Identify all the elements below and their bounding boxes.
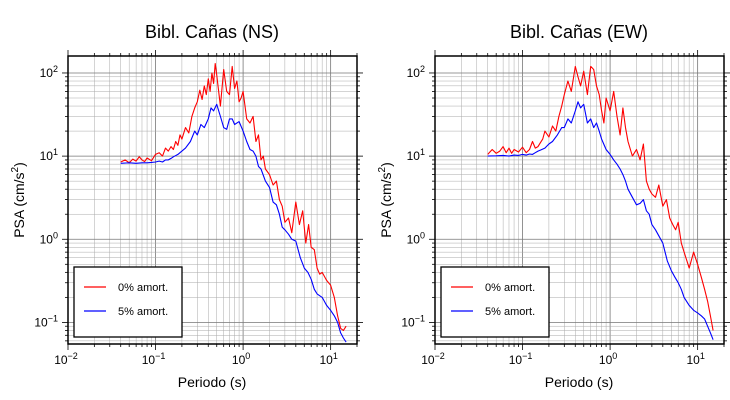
y-tick-label-1: 100 — [407, 230, 425, 246]
chart-ew: Bibl. Cañas (EW) 10−2 10−1 100 10110−110010… — [377, 22, 730, 390]
x-tick-label-base: 10 — [319, 353, 333, 367]
x-axis-label: Periodo (s) — [545, 374, 613, 390]
x-tick-label-exp: 0 — [245, 351, 250, 361]
x-tick-label-0: 10−2 — [421, 351, 445, 367]
x-tick-label-exp: −1 — [522, 351, 532, 361]
legend: 0% amort. 5% amort. — [73, 266, 183, 338]
x-tick-label-2: 100 — [232, 351, 250, 367]
x-tick-label-exp: −2 — [68, 351, 78, 361]
plot-frame — [434, 55, 725, 345]
y-tick-label-base: 10 — [40, 66, 54, 80]
grid — [67, 56, 358, 344]
x-tick-label-1: 10−1 — [142, 351, 166, 367]
y-axis-label-sup: 2 — [377, 166, 388, 172]
x-tick-label-3: 101 — [319, 351, 337, 367]
x-tick-label-1: 10−1 — [509, 351, 533, 367]
y-axis-label-main: PSA (cm/s — [378, 172, 394, 237]
legend-label-0: 0% amort. — [118, 282, 168, 294]
y-tick-label-1: 100 — [40, 230, 58, 246]
ticks — [429, 50, 730, 350]
legend: 0% amort. 5% amort. — [440, 266, 550, 338]
y-tick-label-2: 101 — [40, 147, 58, 163]
y-tick-label-exp: 0 — [420, 230, 425, 240]
series-line-0 — [487, 65, 714, 331]
y-tick-label-3: 102 — [407, 64, 425, 80]
x-tick-label-exp: −2 — [435, 351, 445, 361]
ticks — [62, 50, 363, 350]
y-tick-label-3: 102 — [40, 64, 58, 80]
y-axis-label: PSA (cm/s2) — [10, 162, 27, 238]
y-tick-label-base: 10 — [401, 315, 415, 329]
chart-ns: Bibl. Cañas (NS) 10−2 10−1 100 10110−110010… — [10, 22, 363, 390]
x-tick-label-base: 10 — [54, 353, 68, 367]
x-axis-label: Periodo (s) — [178, 374, 246, 390]
legend-label-0: 0% amort. — [485, 282, 535, 294]
series-group — [487, 65, 714, 340]
series-group — [120, 62, 347, 343]
series-line-1 — [120, 103, 347, 343]
x-tick-label-base: 10 — [509, 353, 523, 367]
y-axis-label-end: ) — [378, 162, 394, 167]
x-tick-label-exp: 1 — [700, 351, 705, 361]
legend-box — [73, 266, 183, 338]
legend-box — [440, 266, 550, 338]
series-line-1 — [487, 101, 714, 340]
legend-label-1: 5% amort. — [485, 306, 535, 318]
chart-title: Bibl. Cañas (NS) — [145, 22, 279, 42]
y-tick-label-exp: −1 — [415, 313, 425, 323]
y-axis-label: PSA (cm/s2) — [377, 162, 394, 238]
x-tick-label-base: 10 — [686, 353, 700, 367]
x-tick-label-base: 10 — [421, 353, 435, 367]
y-tick-label-exp: 1 — [53, 147, 58, 157]
y-tick-label-exp: 2 — [53, 64, 58, 74]
y-axis-label-sup: 2 — [10, 166, 21, 172]
y-axis-label-end: ) — [11, 162, 27, 167]
x-tick-label-exp: −1 — [155, 351, 165, 361]
plot-frame — [67, 55, 358, 345]
y-tick-label-exp: 0 — [53, 230, 58, 240]
y-axis-label-main: PSA (cm/s — [11, 172, 27, 237]
y-tick-label-base: 10 — [407, 232, 421, 246]
x-tick-label-base: 10 — [599, 353, 613, 367]
y-tick-label-0: 10−1 — [401, 313, 425, 329]
x-tick-label-base: 10 — [232, 353, 246, 367]
y-tick-label-base: 10 — [40, 232, 54, 246]
x-tick-label-exp: 0 — [612, 351, 617, 361]
x-tick-label-2: 100 — [599, 351, 617, 367]
series-line-0 — [120, 62, 347, 332]
y-tick-label-base: 10 — [407, 66, 421, 80]
y-tick-label-exp: 2 — [420, 64, 425, 74]
y-tick-label-base: 10 — [40, 149, 54, 163]
y-tick-label-exp: 1 — [420, 147, 425, 157]
x-tick-label-0: 10−2 — [54, 351, 78, 367]
legend-label-1: 5% amort. — [118, 306, 168, 318]
x-tick-label-3: 101 — [686, 351, 704, 367]
y-tick-label-base: 10 — [34, 315, 48, 329]
y-tick-label-2: 101 — [407, 147, 425, 163]
y-tick-label-exp: −1 — [48, 313, 58, 323]
chart-title: Bibl. Cañas (EW) — [510, 22, 648, 42]
x-tick-label-base: 10 — [142, 353, 156, 367]
y-tick-label-0: 10−1 — [34, 313, 58, 329]
x-tick-label-exp: 1 — [333, 351, 338, 361]
y-tick-label-base: 10 — [407, 149, 421, 163]
